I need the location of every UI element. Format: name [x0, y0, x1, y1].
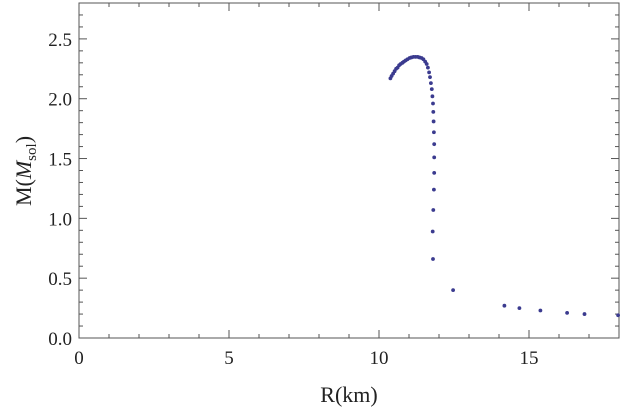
data-point — [616, 313, 620, 318]
y-tick-label: 2.5 — [48, 30, 72, 51]
data-point — [431, 101, 435, 106]
x-tick-label: 15 — [520, 348, 539, 369]
y-tick-label: 1.0 — [48, 209, 72, 230]
y-axis-title: M(Msol) — [11, 136, 40, 206]
data-point — [431, 208, 436, 212]
x-tick-label: 5 — [224, 348, 234, 369]
x-tick-label: 0 — [74, 348, 84, 369]
data-point — [431, 257, 435, 261]
data-point — [430, 94, 435, 99]
x-tick-labels: 0 5 10 15 — [74, 348, 538, 369]
data-point — [502, 303, 507, 308]
x-axis-title: R(km) — [320, 382, 377, 407]
data-point — [432, 187, 436, 192]
y-tick-labels: 0.0 0.5 1.0 1.5 2.0 2.5 — [48, 30, 72, 350]
data-point — [451, 288, 455, 293]
data-point — [428, 75, 432, 80]
y-tick-label: 1.5 — [48, 150, 72, 171]
y-tick-label: 2.0 — [48, 90, 72, 111]
data-point — [431, 119, 436, 124]
data-point — [432, 130, 436, 135]
data-point — [432, 170, 437, 175]
data-point — [429, 87, 434, 92]
data-point — [429, 81, 433, 86]
data-point — [582, 312, 587, 316]
tick-marks — [78, 2, 620, 339]
data-point — [430, 229, 435, 234]
data-point — [427, 70, 431, 75]
data-point — [517, 306, 522, 310]
data-point — [565, 310, 569, 315]
data-point — [424, 62, 429, 66]
x-tick-label: 10 — [370, 348, 389, 369]
y-tick-label: 0.5 — [48, 269, 72, 290]
data-point — [431, 109, 436, 114]
data-point — [432, 142, 437, 147]
plot-frame — [78, 2, 620, 339]
data-point — [432, 155, 437, 160]
data-points — [388, 54, 620, 318]
data-point — [538, 308, 543, 313]
y-tick-label: 0.0 — [48, 329, 72, 350]
data-point — [426, 65, 430, 70]
